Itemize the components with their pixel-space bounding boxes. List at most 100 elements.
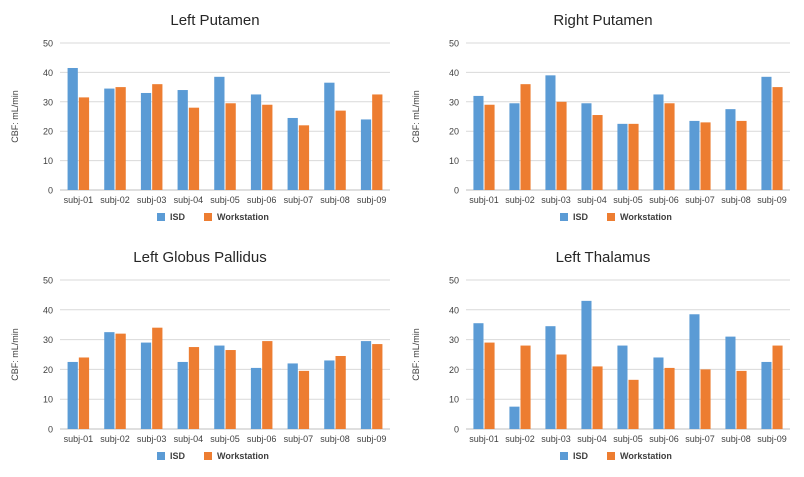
bar-isd-subj-09 [761, 361, 772, 429]
y-tick-label: 40 [449, 68, 459, 78]
x-tick-label: subj-02 [505, 434, 535, 444]
bar-workstation-subj-07 [700, 369, 711, 429]
y-tick-label: 50 [43, 39, 53, 49]
bar-workstation-subj-05 [225, 350, 236, 429]
bar-workstation-subj-04 [592, 366, 603, 429]
bar-workstation-subj-05 [225, 103, 236, 190]
x-tick-label: subj-05 [210, 434, 240, 444]
y-axis-label: CBF: mL/min [10, 328, 20, 381]
bar-workstation-subj-08 [736, 120, 747, 190]
bar-isd-subj-05 [617, 345, 628, 429]
y-tick-label: 40 [43, 305, 53, 315]
bar-isd-subj-09 [761, 76, 772, 190]
legend-swatch-isd [157, 452, 165, 460]
legend-label-workstation: Workstation [620, 212, 672, 222]
legend-swatch-workstation [607, 452, 615, 460]
x-tick-label: subj-08 [320, 195, 350, 205]
bar-isd-subj-07 [689, 314, 700, 429]
x-tick-label: subj-08 [320, 434, 350, 444]
bar-workstation-subj-09 [372, 344, 383, 429]
bar-workstation-subj-03 [152, 84, 163, 190]
y-tick-label: 50 [449, 39, 459, 49]
x-tick-label: subj-01 [64, 434, 94, 444]
x-tick-label: subj-02 [100, 434, 130, 444]
bar-workstation-subj-02 [520, 84, 531, 190]
x-tick-label: subj-04 [174, 195, 204, 205]
bar-isd-subj-04 [177, 361, 188, 429]
y-tick-label: 30 [449, 335, 459, 345]
chart-title: Left Globus Pallidus [133, 249, 266, 266]
bar-workstation-subj-07 [298, 370, 310, 429]
bar-workstation-subj-02 [520, 345, 531, 429]
y-tick-label: 10 [43, 395, 53, 405]
x-tick-label: subj-09 [757, 434, 787, 444]
x-tick-label: subj-06 [247, 195, 277, 205]
bar-workstation-subj-09 [372, 94, 383, 190]
x-tick-label: subj-03 [137, 195, 167, 205]
x-tick-label: subj-01 [469, 434, 499, 444]
y-tick-label: 50 [43, 276, 53, 286]
bar-workstation-subj-08 [335, 110, 346, 190]
x-tick-label: subj-05 [613, 195, 643, 205]
y-axis-label: CBF: mL/min [10, 90, 20, 143]
legend-label-isd: ISD [573, 212, 589, 222]
y-tick-label: 40 [43, 68, 53, 78]
bar-isd-subj-08 [725, 109, 736, 190]
bar-isd-subj-02 [509, 406, 520, 429]
bar-isd-subj-06 [653, 357, 664, 429]
chart-panel-4: 0 10 20 30 40 50 Left Thalamus CBF: mL/min subj-… [411, 249, 790, 461]
bar-isd-subj-04 [177, 90, 188, 190]
bar-isd-subj-05 [214, 345, 225, 429]
bar-isd-subj-03 [140, 92, 152, 190]
bar-isd-subj-07 [689, 120, 700, 190]
bar-workstation-subj-03 [152, 327, 163, 429]
bar-workstation-subj-07 [298, 125, 310, 190]
chart-panel-2: 0 10 20 30 40 50 Right Putamen CBF: mL/min subj-… [411, 12, 790, 222]
bar-isd-subj-03 [140, 342, 152, 429]
x-tick-label: subj-05 [613, 434, 643, 444]
bar-workstation-subj-01 [484, 104, 495, 190]
bar-isd-subj-07 [287, 363, 298, 429]
bar-workstation-subj-06 [664, 367, 675, 429]
legend-label-workstation: Workstation [217, 451, 269, 461]
legend-swatch-isd [157, 213, 165, 221]
legend-swatch-workstation [607, 213, 615, 221]
bar-isd-subj-01 [67, 67, 78, 190]
bar-isd-subj-05 [617, 123, 628, 190]
bar-isd-subj-01 [67, 361, 78, 429]
legend-label-workstation: Workstation [217, 212, 269, 222]
y-axis-label: CBF: mL/min [411, 90, 421, 143]
bar-workstation-subj-09 [772, 345, 783, 429]
bar-workstation-subj-05 [628, 379, 639, 429]
bar-isd-subj-02 [104, 332, 115, 429]
bar-isd-subj-05 [214, 76, 225, 190]
bar-workstation-subj-06 [262, 104, 273, 190]
bar-isd-subj-08 [324, 82, 335, 190]
x-tick-label: subj-07 [284, 195, 314, 205]
x-tick-label: subj-04 [174, 434, 204, 444]
x-tick-label: subj-03 [541, 195, 571, 205]
legend-swatch-isd [560, 452, 568, 460]
x-tick-label: subj-07 [685, 195, 715, 205]
chart-title: Left Putamen [170, 12, 259, 29]
y-tick-label: 30 [449, 97, 459, 107]
bar-workstation-subj-03 [556, 101, 567, 190]
y-tick-label: 20 [43, 127, 53, 137]
x-tick-label: subj-09 [757, 195, 787, 205]
y-tick-label: 0 [454, 425, 459, 435]
bar-isd-subj-08 [324, 360, 335, 429]
bar-isd-subj-02 [509, 103, 520, 190]
bar-workstation-subj-04 [188, 107, 200, 190]
bar-isd-subj-06 [250, 367, 262, 429]
bar-isd-subj-06 [653, 94, 664, 190]
bar-workstation-subj-07 [700, 122, 711, 190]
legend-swatch-workstation [204, 213, 212, 221]
x-tick-label: subj-04 [577, 434, 607, 444]
bar-workstation-subj-09 [772, 87, 783, 190]
y-tick-label: 30 [43, 97, 53, 107]
bar-isd-subj-01 [473, 95, 484, 190]
y-tick-label: 0 [48, 425, 53, 435]
chart-title: Right Putamen [553, 12, 652, 29]
bar-isd-subj-08 [725, 336, 736, 429]
